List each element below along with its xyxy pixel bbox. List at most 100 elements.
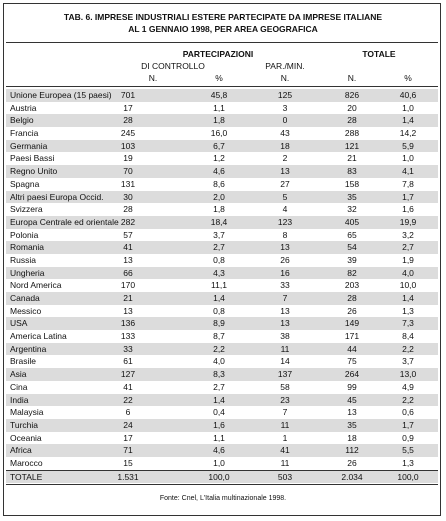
cell-value: 58 xyxy=(280,381,290,392)
row-label: Europa Centrale ed orientale xyxy=(10,216,119,227)
cell-value: 2,2 xyxy=(402,343,414,354)
title: TAB. 6. IMPRESE INDUSTRIALI ESTERE PARTE… xyxy=(63,12,383,22)
cell-value: 282 xyxy=(120,216,136,227)
cell-value: 1,6 xyxy=(213,419,225,430)
row-label: Svizzera xyxy=(10,204,43,215)
cell-value: 1,0 xyxy=(402,102,414,113)
cell-value: 5,9 xyxy=(402,140,414,151)
row-label: Russia xyxy=(10,254,36,265)
table-row: Messico 13 0,8 13 26 1,3 xyxy=(6,305,438,318)
row-label: Oceania xyxy=(10,432,42,443)
cell-value: 66 xyxy=(123,267,133,278)
cell-value: 17 xyxy=(123,432,133,443)
cell-value: 71 xyxy=(123,445,133,456)
cell-value: 11 xyxy=(280,343,290,354)
frame xyxy=(3,3,441,516)
table-row: India 22 1,4 23 45 2,2 xyxy=(6,393,438,407)
table-row: Belgio 28 1,8 0 28 1,4 xyxy=(6,114,438,128)
cell-value: 1,4 xyxy=(213,293,225,303)
cell-value: 4,0 xyxy=(402,267,414,278)
row-label: Messico xyxy=(10,305,42,316)
cell-value: 1,0 xyxy=(213,457,225,468)
header-col: N. xyxy=(347,73,357,83)
cell-value: 136 xyxy=(120,318,136,329)
row-label: Nord America xyxy=(10,280,62,291)
cell-value: 7 xyxy=(282,407,288,418)
cell-value: 203 xyxy=(344,280,360,291)
cell-value: 11 xyxy=(280,457,290,468)
cell-value: 26 xyxy=(347,305,357,316)
cell-value: 100,0 xyxy=(397,471,419,482)
cell-value: 13 xyxy=(123,254,133,265)
rule xyxy=(6,484,438,485)
table-row: Asia 127 8,3 137 264 13,0 xyxy=(6,368,438,381)
table-row: Paesi Bassi 19 1,2 2 21 1,0 xyxy=(6,152,438,165)
cell-value: 38 xyxy=(280,331,290,342)
row-label: Malaysia xyxy=(10,407,44,418)
table-row: Nord America 170 11,1 33 203 10,0 xyxy=(6,279,438,292)
row-label: Canada xyxy=(10,293,40,303)
row-label: Romania xyxy=(10,242,45,253)
cell-value: 65 xyxy=(347,229,357,240)
table-row: Argentina 33 2,2 11 44 2,2 xyxy=(6,342,438,356)
cell-value: 54 xyxy=(347,242,357,253)
cell-value: 8,6 xyxy=(213,178,225,189)
cell-value: 14,2 xyxy=(399,128,417,139)
table-row: Russia 13 0,8 26 39 1,9 xyxy=(6,254,438,267)
cell-value: 2.034 xyxy=(341,471,363,482)
cell-value: 61 xyxy=(123,356,133,367)
cell-value: 15 xyxy=(123,457,133,468)
cell-value: 1,9 xyxy=(402,254,414,265)
cell-value: 19,9 xyxy=(399,216,417,227)
cell-value: 4 xyxy=(282,204,288,215)
cell-value: 171 xyxy=(344,331,360,342)
cell-value: 4,0 xyxy=(213,356,225,367)
cell-value: 5 xyxy=(282,191,288,202)
row-label: Brasile xyxy=(10,356,36,367)
row-label: Austria xyxy=(10,102,37,113)
cell-value: 2,7 xyxy=(213,381,225,392)
row-label: Turchia xyxy=(10,419,39,430)
cell-value: 1,8 xyxy=(213,204,225,215)
cell-value: 75 xyxy=(347,356,357,367)
cell-value: 0,4 xyxy=(213,407,225,418)
header-sub: PAR./MIN. xyxy=(265,61,305,71)
cell-value: 35 xyxy=(347,419,357,430)
cell-value: 100,0 xyxy=(208,471,230,482)
table-row: Germania 103 6,7 18 121 5,9 xyxy=(6,139,438,153)
cell-value: 123 xyxy=(277,216,293,227)
row-label: TOTALE xyxy=(10,471,43,482)
cell-value: 264 xyxy=(344,369,360,380)
row-label: Cina xyxy=(10,381,28,392)
cell-value: 28 xyxy=(123,204,133,215)
cell-value: 32 xyxy=(347,204,357,215)
cell-value: 3,7 xyxy=(402,356,414,367)
table-row: Francia 245 16,0 43 288 14,2 xyxy=(6,127,438,140)
cell-value: 0,8 xyxy=(213,254,225,265)
table-row: Africa 71 4,6 41 112 5,5 xyxy=(6,444,438,457)
header-group: PARTECIPAZIONI xyxy=(182,49,254,59)
cell-value: 1,3 xyxy=(402,305,414,316)
cell-value: 503 xyxy=(277,471,293,482)
cell-value: 125 xyxy=(277,90,293,100)
cell-value: 7 xyxy=(282,293,288,303)
cell-value: 131 xyxy=(120,178,136,189)
row-label: Belgio xyxy=(10,115,34,126)
header-group: TOTALE xyxy=(362,49,396,59)
source: Fonte: Cnel, L'Italia multinazionale 199… xyxy=(159,495,287,502)
cell-value: 4,6 xyxy=(213,166,225,177)
cell-value: 2,7 xyxy=(213,242,225,253)
row-label: America Latina xyxy=(10,331,67,342)
cell-value: 18,4 xyxy=(210,216,228,227)
row-label: Africa xyxy=(10,445,32,456)
cell-value: 28 xyxy=(123,115,133,126)
cell-value: 8,7 xyxy=(213,331,225,342)
cell-value: 44 xyxy=(347,343,357,354)
cell-value: 1,1 xyxy=(213,102,225,113)
rule xyxy=(6,42,438,43)
cell-value: 4,3 xyxy=(213,267,225,278)
cell-value: 1,6 xyxy=(402,204,414,215)
row-label: Germania xyxy=(10,140,48,151)
cell-value: 99 xyxy=(347,381,357,392)
